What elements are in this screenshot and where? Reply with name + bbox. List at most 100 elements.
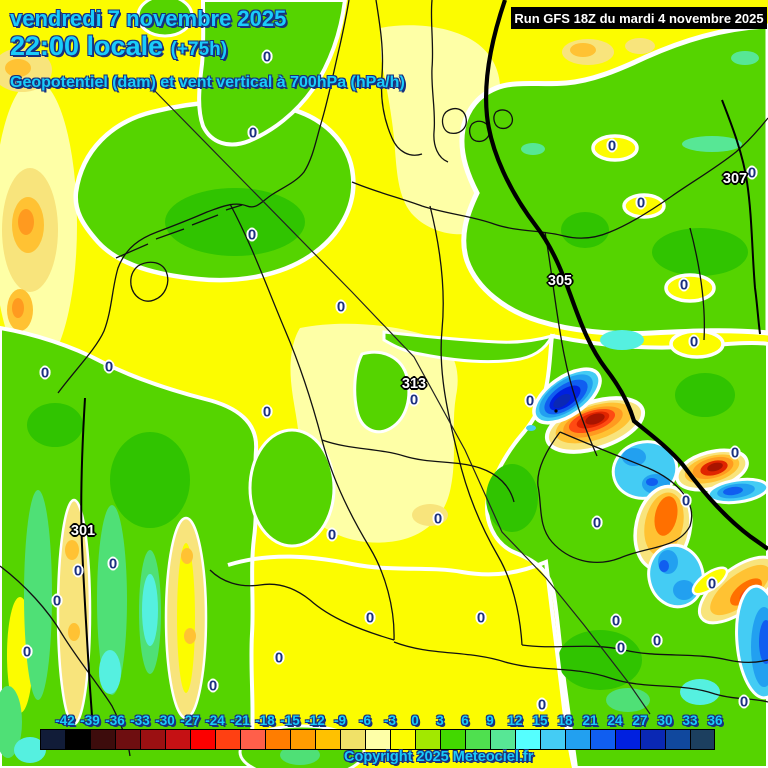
zero-label: 0 xyxy=(739,693,749,711)
zero-label: 0 xyxy=(636,194,646,212)
colorbar-cell xyxy=(90,729,115,750)
border-bohemia xyxy=(537,431,693,563)
contour-label: 307 xyxy=(722,171,748,187)
copyright-label: Copyright 2025 Meteociel.fr xyxy=(344,749,534,765)
border-elbe xyxy=(544,231,598,457)
colorbar-tick: 3 xyxy=(436,713,444,728)
zero-label: 0 xyxy=(689,333,699,351)
colorbar-cell xyxy=(565,729,590,750)
zero-label: 0 xyxy=(247,226,257,244)
colorbar-cell xyxy=(265,729,290,750)
ijsselmeer xyxy=(130,261,169,302)
colorbar-tick: 12 xyxy=(507,713,523,728)
zero-label: 0 xyxy=(679,276,689,294)
run-info-box: Run GFS 18Z du mardi 4 novembre 2025 xyxy=(511,7,767,29)
colorbar-cell xyxy=(615,729,640,750)
colorbar-tick: 6 xyxy=(461,713,469,728)
colorbar-cell xyxy=(190,729,215,750)
border-danube xyxy=(521,644,768,663)
zero-label: 0 xyxy=(652,632,662,650)
colorbar-tick: 15 xyxy=(532,713,548,728)
parameter-subtitle: Geopotentiel (dam) et vent vertical à 70… xyxy=(10,73,405,91)
channel-coast xyxy=(0,565,131,757)
colorbar-cell xyxy=(340,729,365,750)
isoline-305 xyxy=(483,0,768,551)
colorbar-cell xyxy=(365,729,390,750)
colorbar-cell xyxy=(290,729,315,750)
zero-label: 0 xyxy=(22,643,32,661)
colorbar-tick: -3 xyxy=(383,713,397,728)
date-label: vendredi 7 novembre 2025 xyxy=(10,6,287,31)
run-info-label: Run GFS 18Z du mardi 4 novembre 2025 xyxy=(514,10,764,26)
colorbar-tick: 21 xyxy=(582,713,598,728)
wadden-islands xyxy=(115,204,243,259)
colorbar-cell xyxy=(590,729,615,750)
colorbar-tick: -33 xyxy=(130,713,150,728)
zero-label: 0 xyxy=(365,609,375,627)
green-northeast-region xyxy=(459,23,768,336)
colorbar-tick: -24 xyxy=(205,713,225,728)
colorbar-tick: -27 xyxy=(180,713,200,728)
zero-label: 0 xyxy=(108,555,118,573)
colorbar-cell xyxy=(115,729,140,750)
colorbar-cell xyxy=(215,729,240,750)
colorbar-cell xyxy=(165,729,190,750)
zero-label: 0 xyxy=(537,696,547,714)
colorbar-cell xyxy=(40,729,65,750)
zero-label: 0 xyxy=(262,48,272,66)
zero-label: 0 xyxy=(327,526,337,544)
colorbar-tick: -30 xyxy=(155,713,175,728)
zero-label: 0 xyxy=(336,298,346,316)
north-sea-coast xyxy=(57,0,350,394)
graticule-line xyxy=(149,85,651,715)
colorbar-tick: -42 xyxy=(55,713,75,728)
zero-label: 0 xyxy=(208,677,218,695)
zero-label: 0 xyxy=(262,403,272,421)
colorbar-cell xyxy=(540,729,565,750)
colorbar-cell xyxy=(440,729,465,750)
colorbar-cell xyxy=(515,729,540,750)
denmark-coast xyxy=(375,0,449,163)
zero-label: 0 xyxy=(707,575,717,593)
colorbar-tick: -21 xyxy=(230,713,250,728)
forecast-offset-label: (+75h) xyxy=(170,39,228,61)
contour-label: 305 xyxy=(547,273,573,289)
colorbar-tick: 27 xyxy=(632,713,648,728)
colorbar-cell xyxy=(490,729,515,750)
vertical-motion-anomalies xyxy=(526,329,768,700)
time-label: 22:00 locale (+75h) xyxy=(10,33,405,61)
geopotential-isolines xyxy=(80,0,768,717)
isoline-301 xyxy=(80,397,93,717)
zero-label: 0 xyxy=(52,592,62,610)
border-alps xyxy=(393,641,768,703)
green-north-regions xyxy=(73,0,411,434)
zero-label: 0 xyxy=(73,562,83,580)
zero-label: 0 xyxy=(611,612,621,630)
border-west xyxy=(229,203,395,641)
zero-label: 0 xyxy=(409,391,419,409)
green-southwest-region xyxy=(0,325,259,768)
time-value: 22:00 locale xyxy=(10,31,164,62)
contour-label: 313 xyxy=(401,376,427,392)
zero-label: 0 xyxy=(40,364,50,382)
colorbar-tick: -39 xyxy=(80,713,100,728)
zero-label: 0 xyxy=(592,514,602,532)
colorbar-tick: -9 xyxy=(333,713,347,728)
colorbar-cell xyxy=(315,729,340,750)
colorbar-tick: 9 xyxy=(486,713,494,728)
colorbar-tick: -36 xyxy=(105,713,125,728)
colorbar-tick: 33 xyxy=(682,713,698,728)
title-block: vendredi 7 novembre 2025 22:00 locale (+… xyxy=(10,6,405,91)
colorbar xyxy=(40,729,715,750)
zero-label: 0 xyxy=(747,164,757,182)
zero-label: 0 xyxy=(525,392,535,410)
colorbar-tick: -6 xyxy=(358,713,372,728)
colorbar-tick: 0 xyxy=(411,713,419,728)
colorbar-tick: -12 xyxy=(305,713,325,728)
colorbar-cell xyxy=(140,729,165,750)
colorbar-tick: -18 xyxy=(255,713,275,728)
colorbar-cell xyxy=(240,729,265,750)
